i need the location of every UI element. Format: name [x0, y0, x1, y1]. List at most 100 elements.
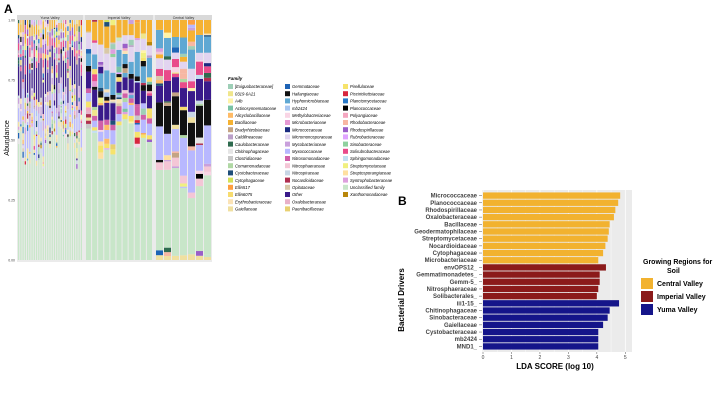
stack-segment: [49, 100, 51, 106]
stack-segment: [122, 64, 128, 69]
stack-segment: [42, 163, 44, 167]
stack-segment: [18, 60, 20, 64]
stack-segment: [180, 88, 187, 107]
legend-swatch: [285, 206, 290, 212]
legend-label: Erythrobacteraceae: [235, 199, 272, 204]
stack-segment: [86, 93, 92, 102]
stack-segment: [51, 68, 53, 74]
stack-segment: [204, 36, 211, 53]
stack-segment: [65, 94, 67, 106]
legend-swatch: [228, 120, 233, 125]
stack-segment: [60, 113, 62, 117]
stack-segment: [47, 91, 49, 96]
stack-segment: [65, 129, 67, 134]
legend-swatch: [343, 163, 348, 169]
stack-segment: [53, 52, 56, 58]
legend-label: Polyangiaceae: [350, 113, 378, 118]
stack-segment: [33, 134, 35, 140]
stack-segment: [20, 24, 22, 33]
stack-segment: [29, 36, 31, 46]
stack-segment: [42, 79, 44, 83]
stack-segment: [156, 54, 163, 59]
legend-swatch: [285, 192, 290, 197]
stack-segment: [56, 64, 58, 73]
stack-segment: [98, 73, 104, 88]
stack-segment: [31, 112, 33, 117]
stack-segment: [29, 69, 31, 74]
stack-segment: [164, 37, 171, 57]
stack-segment: [29, 45, 31, 48]
stack-segment: [49, 55, 51, 58]
panel-a-label: A: [4, 2, 13, 16]
stack-segment: [35, 24, 38, 35]
stack-segment: [58, 60, 60, 63]
stack-segment: [146, 57, 152, 78]
stack-segment: [62, 100, 65, 104]
stack-segment: [26, 110, 29, 114]
stack-segment: [65, 105, 67, 112]
legend-swatch: [343, 156, 348, 161]
legend-label: Planctomycetaceae: [350, 99, 387, 104]
stack-segment: [67, 78, 69, 103]
stack-segment: [26, 92, 29, 95]
stack-segment: [204, 35, 211, 37]
stack-segment: [60, 126, 62, 129]
stack-segment: [51, 20, 53, 29]
legend-label: Nitrospiraceae: [292, 171, 320, 176]
stack-segment: [78, 54, 80, 57]
legend-label: Hyphomicrobiaceae: [292, 99, 330, 104]
stack-segment: [80, 119, 82, 122]
stack-segment: [33, 40, 35, 44]
stack-segment: [65, 51, 67, 59]
stack-segment: [140, 137, 146, 260]
stack-segment: [71, 106, 74, 108]
stack-segment: [156, 162, 163, 170]
stack-segment: [128, 78, 134, 80]
stack-segment: [31, 120, 33, 124]
stack-segment: [172, 96, 179, 125]
stack-segment: [204, 33, 211, 36]
stack-segment: [204, 52, 211, 55]
stack-segment: [76, 36, 78, 41]
stack-segment: [92, 115, 98, 121]
legend-label: Caulobacteraceae: [235, 142, 270, 147]
stack-segment: [47, 72, 49, 92]
stack-segment: [104, 89, 110, 93]
stack-segment: [20, 49, 22, 54]
stack-segment: [140, 66, 146, 83]
taxon-label: Microbacteriaceae: [425, 258, 478, 264]
stack-segment: [86, 49, 92, 54]
stack-segment: [110, 72, 116, 95]
legend-label: Myxococcaceae: [292, 149, 323, 154]
stack-segment: [188, 46, 195, 50]
stack-segment: [156, 159, 163, 163]
stack-segment: [78, 31, 80, 42]
stack-segment: [78, 144, 80, 260]
stack-segment: [164, 105, 171, 134]
stack-segment: [134, 131, 140, 138]
stack-segment: [58, 35, 60, 40]
stack-segment: [58, 47, 60, 55]
legend-label: Nitrosphaeraceae: [292, 163, 326, 168]
stack-segment: [22, 157, 24, 161]
stack-segment: [20, 42, 22, 46]
stack-segment: [47, 125, 49, 130]
stack-segment: [76, 20, 78, 24]
stack-segment: [172, 151, 179, 153]
stack-segment: [78, 132, 80, 138]
stack-segment: [33, 105, 35, 108]
stack-segment: [134, 147, 140, 260]
stack-segment: [104, 53, 110, 71]
stack-segment: [69, 22, 71, 24]
stack-segment: [146, 91, 152, 94]
stack-segment: [44, 145, 47, 260]
stack-segment: [35, 160, 38, 166]
stack-segment: [53, 20, 56, 28]
stack-segment: [110, 101, 116, 104]
stack-segment: [196, 170, 203, 174]
stack-segment: [74, 132, 76, 137]
legend-label: Ellin6075: [235, 192, 253, 197]
lda-bar: [483, 278, 600, 285]
stack-segment: [134, 38, 140, 41]
